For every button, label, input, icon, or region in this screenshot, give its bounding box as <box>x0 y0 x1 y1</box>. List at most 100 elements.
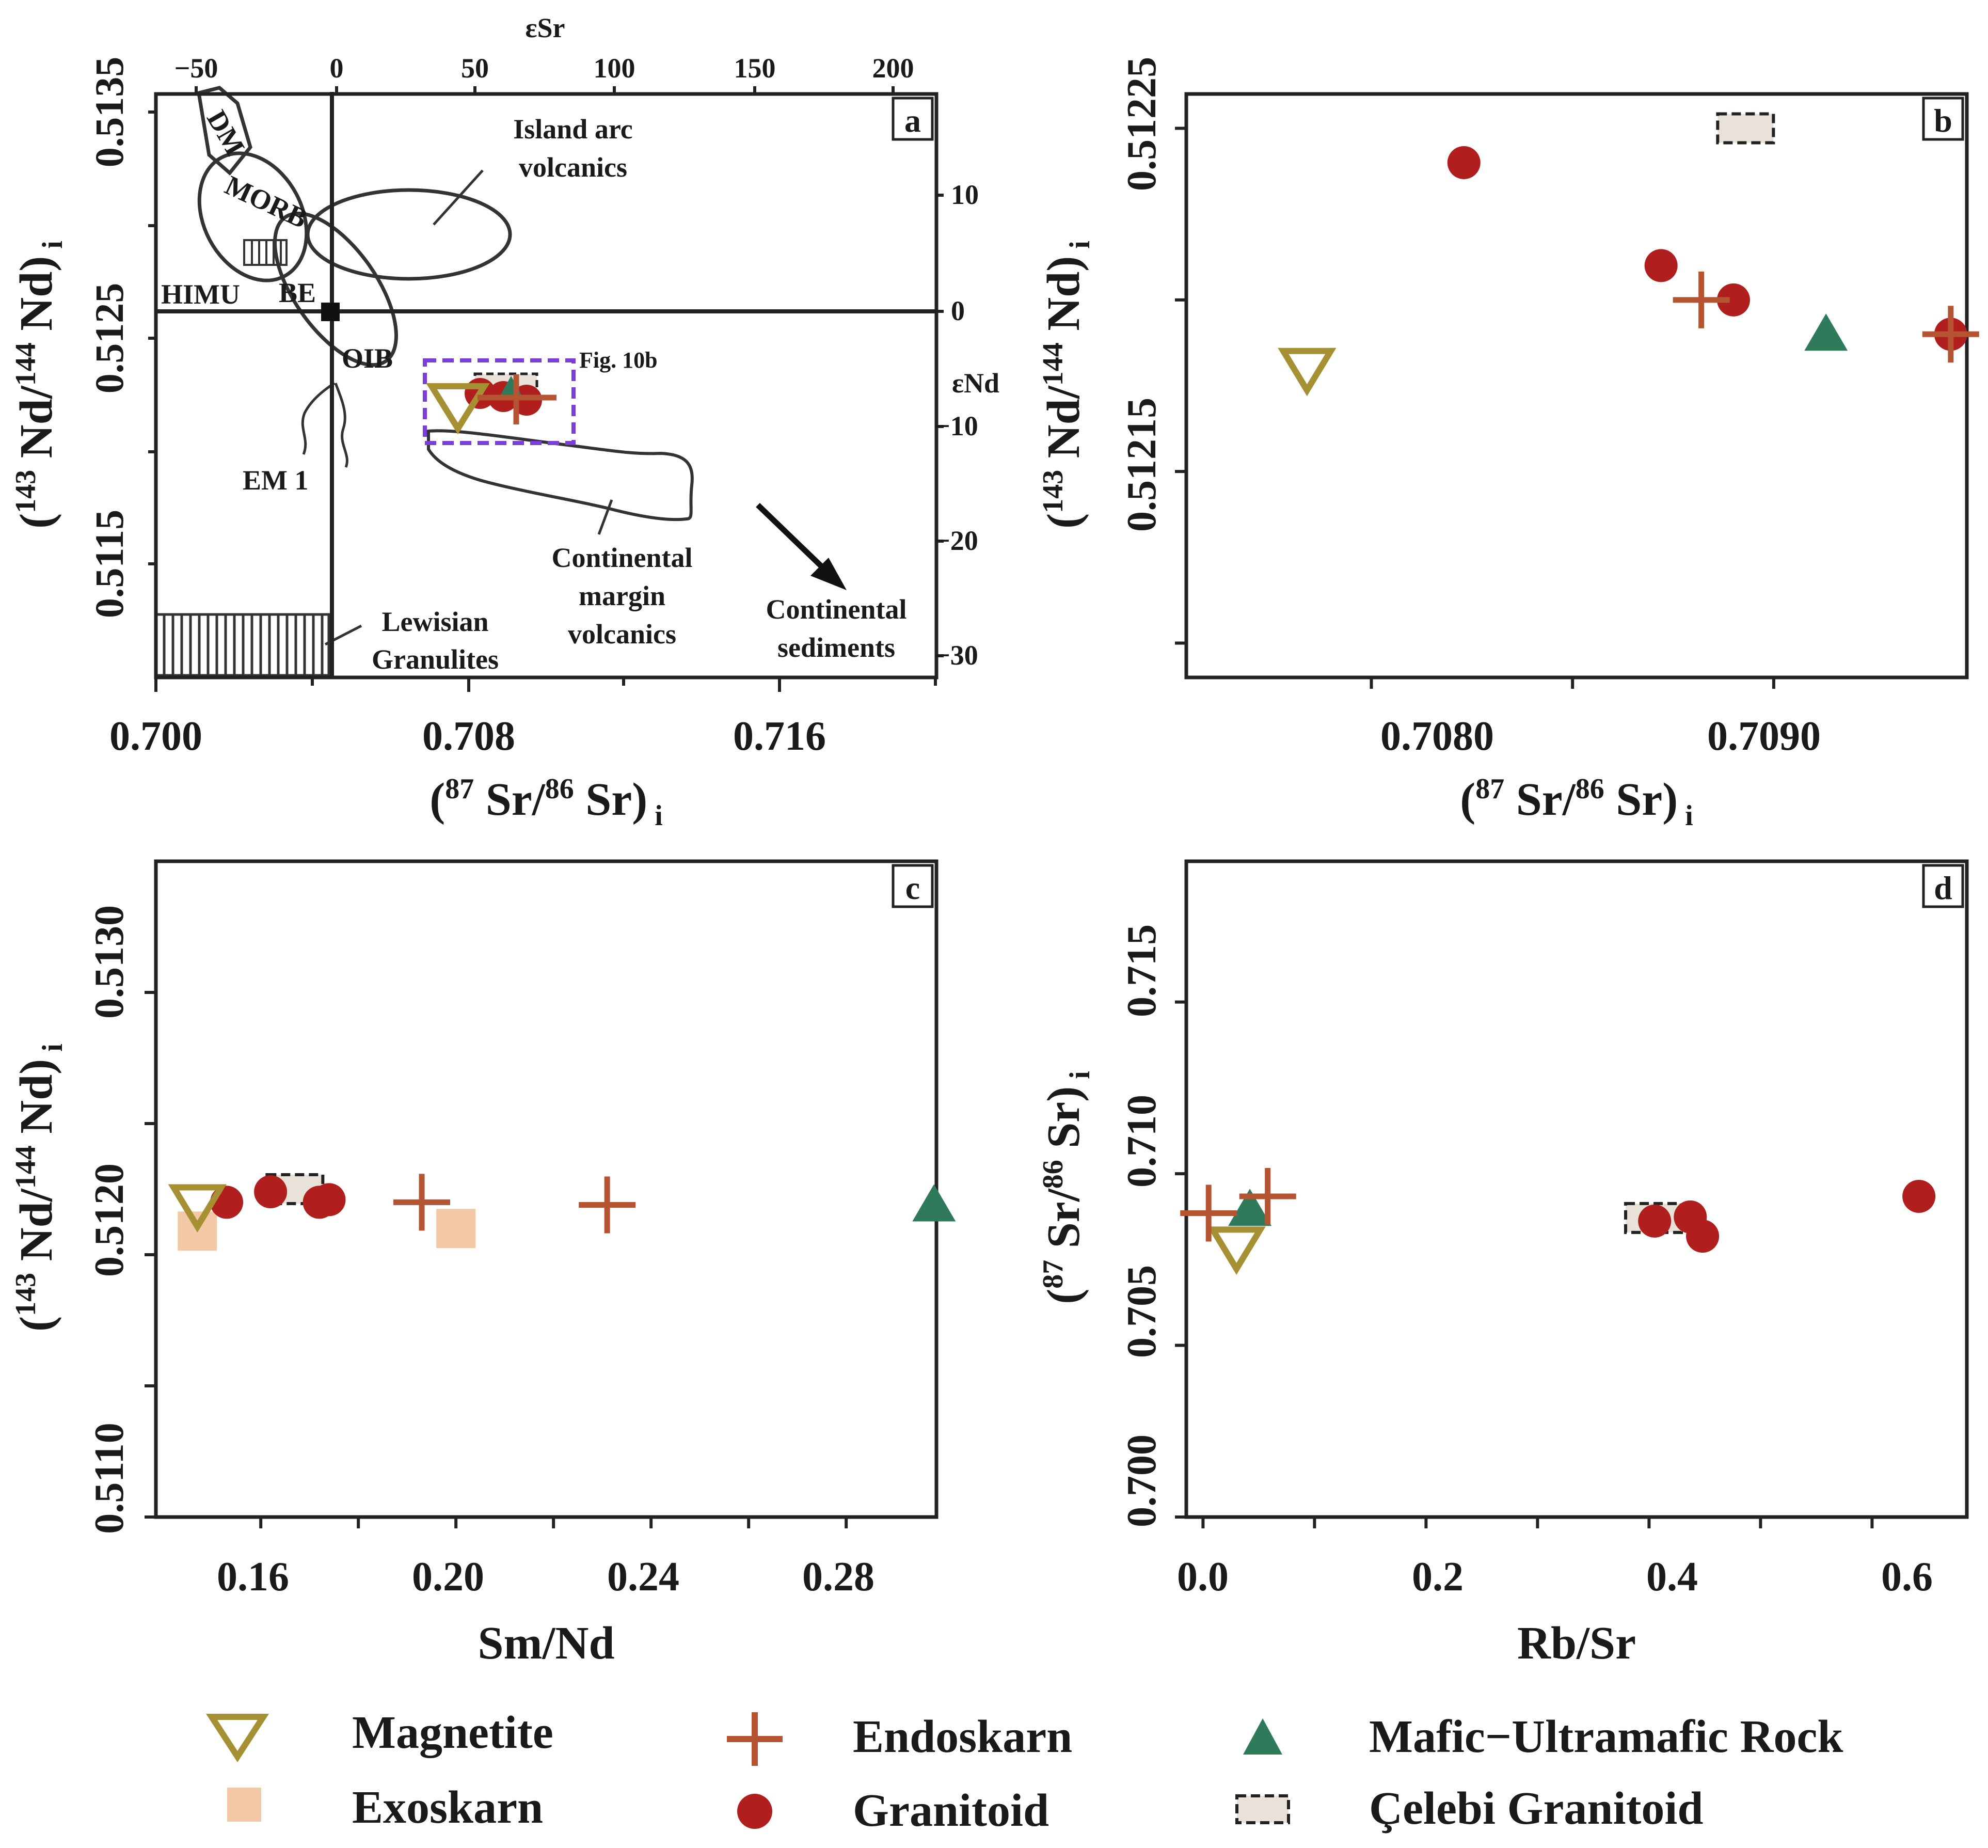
panel-b-letter: b <box>1934 102 1952 139</box>
legend-item-magnetite: Magnetite <box>205 1707 553 1763</box>
panel-b-points <box>1278 112 1979 397</box>
panel-d-ytick: 0.700 <box>1119 1434 1165 1527</box>
panel-a-top-tick: 100 <box>594 53 635 84</box>
field-label-cont-margin-3: volcanics <box>568 619 676 650</box>
panel-c-letter: c <box>905 870 920 906</box>
panel-d-xtick: 0.6 <box>1881 1554 1933 1600</box>
legend-celebi-label: Çelebi Granitoid <box>1369 1783 1704 1834</box>
fig-10b-inset <box>423 358 576 445</box>
field-label-be: BE <box>279 277 316 308</box>
exoskarn-point <box>436 1209 476 1249</box>
legend-mafic-icon <box>1243 1718 1282 1755</box>
panel-c-ticks <box>145 991 848 1528</box>
panel-a-top-tick: 150 <box>734 53 776 84</box>
panel-c-xtick: 0.24 <box>607 1554 679 1600</box>
endoskarn-point <box>579 1176 636 1234</box>
panel-a-right-tick: −20 <box>934 525 978 556</box>
panel-d-xtick: 0.2 <box>1412 1554 1464 1600</box>
panel-d-xlabel: Rb/Sr <box>1517 1618 1636 1669</box>
panel-a-frame <box>154 92 939 680</box>
legend-granitoid-icon <box>737 1794 772 1829</box>
continental-sediments-arrow <box>756 503 831 575</box>
panel-d-points <box>1180 1167 1936 1275</box>
field-label-cont-sed-1: Continental <box>766 594 906 625</box>
legend-exoskarn-label: Exoskarn <box>352 1782 543 1833</box>
panel-a-right-tick: −10 <box>934 410 978 441</box>
granitoid-point <box>1638 1204 1672 1238</box>
panel-b-xlabel: (87 Sr/86 Sr) i <box>1460 773 1693 832</box>
granitoid-point <box>1447 146 1481 179</box>
endoskarn-point <box>1673 271 1730 328</box>
legend-item-granitoid: Granitoid <box>737 1785 1049 1836</box>
granitoid-point <box>254 1175 288 1209</box>
panel-a-xtick: 0.700 <box>109 714 202 759</box>
panel-a-diagram-fields <box>154 86 935 677</box>
magnetite-point <box>168 1184 227 1233</box>
fig-10b-label: Fig. 10b <box>579 348 658 373</box>
panel-b-ytick: 0.51215 <box>1119 398 1165 532</box>
panel-a-right-tick: 0 <box>951 295 965 326</box>
mafic-point <box>1228 1189 1272 1226</box>
panel-c-xtick: 0.16 <box>217 1554 289 1600</box>
panel-a-ytick: 0.5125 <box>87 283 132 394</box>
endoskarn-point <box>1180 1184 1237 1242</box>
mafic-point <box>912 1184 956 1222</box>
panel-d-ylabel: (87 Sr/86 Sr) i <box>1037 1071 1096 1304</box>
panel-d-ytick: 0.715 <box>1119 924 1165 1017</box>
field-label-cont-margin-1: Continental <box>551 542 692 573</box>
panel-a-letter: a <box>904 102 921 139</box>
legend-granitoid-label: Granitoid <box>853 1785 1049 1836</box>
granitoid-point <box>1686 1220 1720 1253</box>
field-label-cont-sed-2: sediments <box>777 632 895 663</box>
field-label-oib: OIB <box>342 343 393 374</box>
panel-c-xlabel: Sm/Nd <box>478 1618 614 1669</box>
panel-d-frame <box>1184 859 1969 1519</box>
panel-a-xtick: 0.708 <box>422 714 515 759</box>
panel-a-top-tick: 50 <box>461 53 489 84</box>
panel-b-frame <box>1184 92 1969 680</box>
celebi-point <box>1716 112 1775 145</box>
bulk-earth-marker <box>321 303 340 321</box>
legend-item-mafic: Mafic−Ultramafic Rock <box>1243 1711 1843 1762</box>
legend-item-endoskarn: Endoskarn <box>727 1711 1072 1766</box>
field-label-himu: HIMU <box>161 279 240 310</box>
endoskarn-point <box>1922 306 1979 363</box>
panel-d-xtick: 0.4 <box>1646 1554 1698 1600</box>
panel-a-top-tick: 0 <box>330 53 344 84</box>
cluster-endoskarn-point <box>478 374 556 424</box>
magnetite-point <box>1207 1226 1266 1275</box>
panel-c-ytick: 0.5110 <box>87 1423 132 1534</box>
panel-d: d 0.0 0.2 0.4 0.6 0.700 0.705 0.710 0.71… <box>1037 859 1969 1669</box>
panel-a-xtick: 0.716 <box>733 714 826 759</box>
panel-d-ticks <box>1175 1000 1874 1528</box>
mafic-point <box>1804 313 1848 351</box>
field-label-island-arc-2: volcanics <box>519 152 627 183</box>
legend-celebi-icon <box>1235 1794 1290 1824</box>
endoskarn-point <box>393 1174 451 1231</box>
panel-b-xtick: 0.7080 <box>1380 714 1494 759</box>
panel-a-top-axis-label: εSr <box>525 12 565 43</box>
legend-endoskarn-label: Endoskarn <box>853 1711 1072 1762</box>
panel-a-right-axis-label: εNd <box>952 368 999 399</box>
panel-b-ticks <box>1175 127 1775 689</box>
panel-a-ytick: 0.5115 <box>87 510 132 618</box>
panel-c-ytick: 0.5120 <box>87 1163 132 1277</box>
panel-c-xtick: 0.28 <box>802 1554 874 1600</box>
legend-endoskarn-icon <box>727 1712 783 1766</box>
panel-d-xtick: 0.0 <box>1177 1554 1229 1600</box>
panel-a-ytick: 0.5135 <box>87 57 132 168</box>
field-label-lewisian-2: Granulites <box>372 644 499 675</box>
field-label-em1: EM 1 <box>243 465 309 496</box>
field-label-cont-margin-2: margin <box>579 580 665 611</box>
magnetite-point <box>1278 348 1337 397</box>
panel-b: b 0.7080 0.7090 0.51215 0.51225 (87 Sr/8… <box>1037 57 1979 832</box>
panel-a-right-tick: 10 <box>951 179 979 210</box>
legend-item-celebi: Çelebi Granitoid <box>1235 1783 1704 1834</box>
granitoid-point <box>1716 283 1750 317</box>
granitoid-point <box>1902 1179 1936 1213</box>
panel-c-points <box>168 1173 956 1251</box>
legend: Magnetite Exoskarn Endoskarn Granitoid M… <box>205 1707 1843 1836</box>
panel-c-ytick: 0.5130 <box>87 905 132 1019</box>
legend-mafic-label: Mafic−Ultramafic Rock <box>1369 1711 1843 1762</box>
